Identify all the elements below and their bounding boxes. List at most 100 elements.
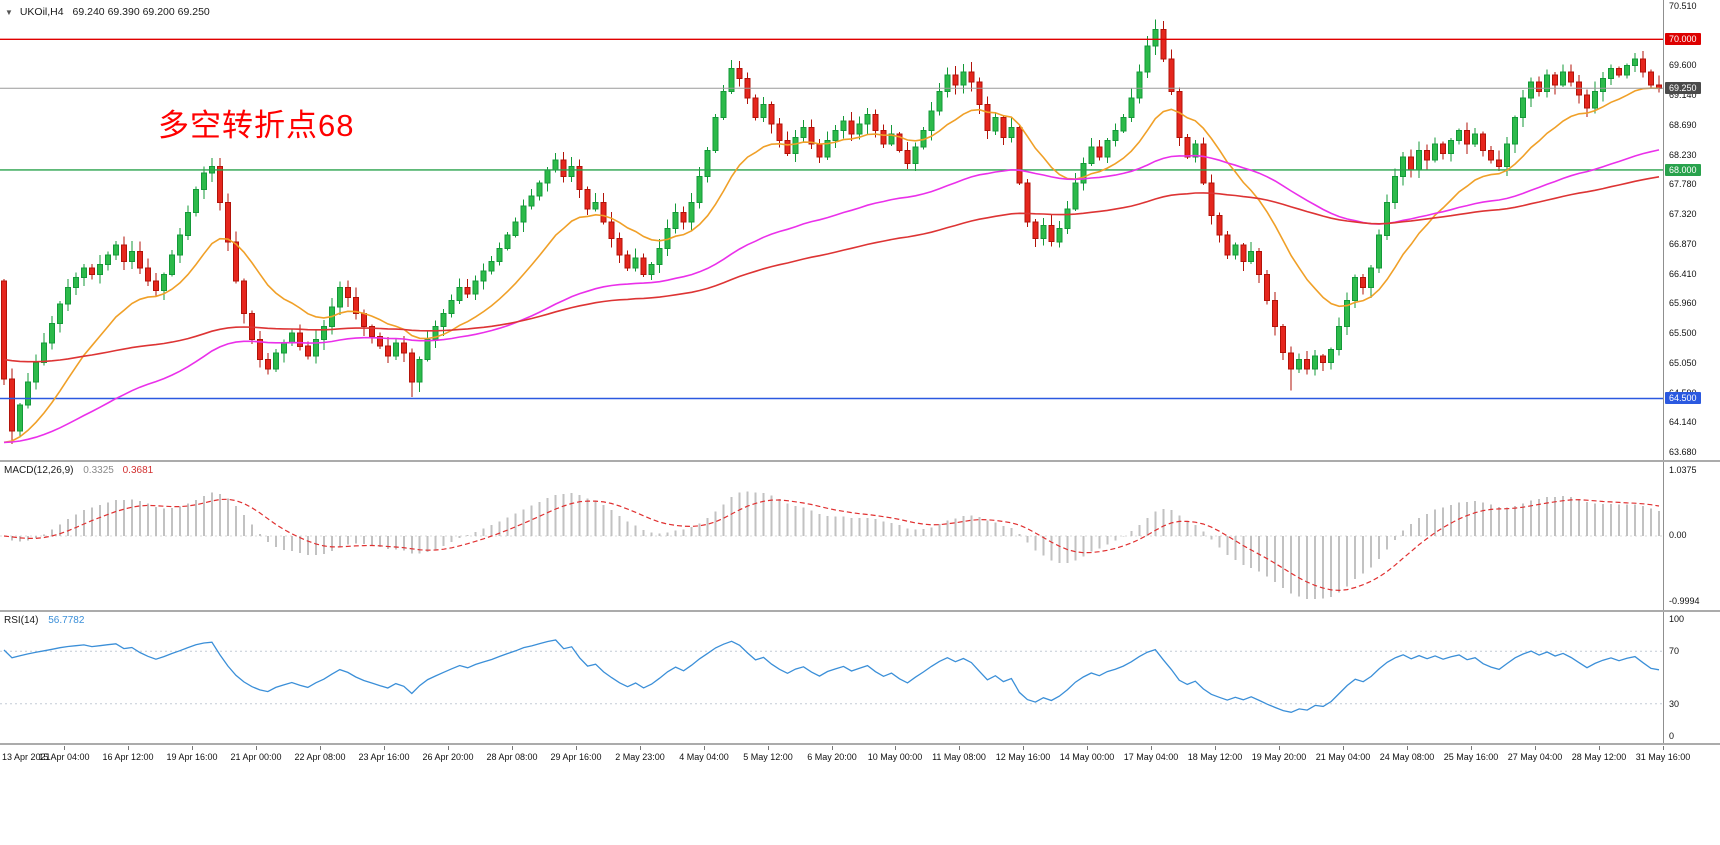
candle[interactable] bbox=[904, 141, 911, 170]
candle[interactable] bbox=[1656, 75, 1662, 93]
candle[interactable] bbox=[1416, 141, 1423, 179]
candle[interactable] bbox=[560, 151, 567, 183]
candle[interactable] bbox=[1200, 137, 1207, 185]
candle[interactable] bbox=[1248, 241, 1255, 264]
candle[interactable] bbox=[672, 203, 679, 234]
candle[interactable] bbox=[120, 236, 127, 271]
panel-separator[interactable] bbox=[0, 610, 1720, 612]
candle[interactable] bbox=[752, 94, 759, 121]
candle[interactable] bbox=[1048, 215, 1055, 247]
candle[interactable] bbox=[224, 193, 231, 251]
candle[interactable] bbox=[1448, 138, 1455, 162]
candle[interactable] bbox=[432, 320, 439, 349]
candle[interactable] bbox=[696, 167, 703, 209]
candle[interactable] bbox=[1168, 49, 1175, 96]
candle[interactable] bbox=[288, 328, 295, 347]
candle[interactable] bbox=[1376, 229, 1383, 274]
candle[interactable] bbox=[1296, 353, 1303, 374]
candle[interactable] bbox=[376, 332, 383, 349]
candle[interactable] bbox=[1432, 137, 1439, 163]
candle[interactable] bbox=[1440, 141, 1447, 160]
candle[interactable] bbox=[57, 301, 63, 333]
candle[interactable] bbox=[864, 108, 871, 135]
candles-layer[interactable] bbox=[1, 19, 1662, 445]
candle[interactable] bbox=[736, 60, 743, 87]
candle[interactable] bbox=[1384, 194, 1391, 240]
collapse-triangle-icon[interactable]: ▼ bbox=[5, 8, 13, 17]
candle[interactable] bbox=[1392, 168, 1399, 209]
rsi-chart-canvas[interactable] bbox=[0, 612, 1663, 743]
candle[interactable] bbox=[624, 250, 631, 271]
candle[interactable] bbox=[73, 272, 79, 295]
candle[interactable] bbox=[192, 186, 199, 217]
candle[interactable] bbox=[1016, 124, 1023, 186]
candle[interactable] bbox=[1176, 87, 1183, 147]
candle[interactable] bbox=[616, 232, 623, 264]
candle[interactable] bbox=[112, 240, 119, 260]
candle[interactable] bbox=[368, 324, 375, 344]
candle[interactable] bbox=[152, 273, 159, 297]
candle[interactable] bbox=[25, 372, 31, 409]
candle[interactable] bbox=[544, 167, 551, 192]
candle[interactable] bbox=[1240, 242, 1247, 271]
candle[interactable] bbox=[1456, 128, 1463, 145]
candle[interactable] bbox=[1232, 242, 1239, 260]
candle[interactable] bbox=[456, 278, 463, 304]
candle[interactable] bbox=[232, 231, 239, 284]
panel-separator[interactable] bbox=[0, 743, 1720, 745]
candle[interactable] bbox=[65, 279, 71, 311]
candle[interactable] bbox=[144, 258, 151, 286]
candle[interactable] bbox=[1080, 157, 1087, 191]
candle[interactable] bbox=[88, 263, 95, 280]
candle[interactable] bbox=[1648, 69, 1654, 89]
candle[interactable] bbox=[464, 279, 471, 298]
candle[interactable] bbox=[1368, 265, 1375, 298]
candle[interactable] bbox=[688, 193, 695, 231]
candle[interactable] bbox=[504, 231, 511, 251]
candle[interactable] bbox=[840, 115, 847, 139]
candle[interactable] bbox=[1600, 71, 1606, 102]
candle[interactable] bbox=[1400, 151, 1407, 186]
candle[interactable] bbox=[512, 217, 519, 238]
candle[interactable] bbox=[1008, 117, 1015, 143]
candle[interactable] bbox=[1424, 144, 1431, 170]
candle[interactable] bbox=[880, 124, 887, 149]
candle[interactable] bbox=[1544, 69, 1551, 98]
candle[interactable] bbox=[936, 82, 943, 116]
candle[interactable] bbox=[944, 67, 951, 98]
candle[interactable] bbox=[1360, 274, 1367, 295]
candle[interactable] bbox=[168, 250, 175, 277]
candle[interactable] bbox=[792, 130, 799, 162]
candle[interactable] bbox=[488, 256, 495, 275]
candle[interactable] bbox=[1056, 221, 1063, 248]
candle[interactable] bbox=[1488, 145, 1495, 164]
candle[interactable] bbox=[808, 119, 815, 150]
candle[interactable] bbox=[1576, 74, 1583, 104]
candle[interactable] bbox=[960, 64, 967, 94]
candle[interactable] bbox=[1032, 218, 1039, 248]
candle[interactable] bbox=[344, 280, 351, 307]
candle[interactable] bbox=[872, 109, 879, 138]
candle[interactable] bbox=[656, 239, 663, 273]
candle[interactable] bbox=[824, 131, 831, 161]
candle[interactable] bbox=[304, 341, 311, 360]
candle[interactable] bbox=[1336, 317, 1343, 356]
candle[interactable] bbox=[1152, 19, 1159, 56]
candle[interactable] bbox=[912, 142, 919, 172]
candle[interactable] bbox=[1024, 178, 1031, 227]
candle[interactable] bbox=[1216, 212, 1223, 243]
candle[interactable] bbox=[760, 97, 767, 123]
candle[interactable] bbox=[584, 186, 591, 215]
candle[interactable] bbox=[96, 255, 103, 284]
candle[interactable] bbox=[496, 242, 503, 266]
candle[interactable] bbox=[160, 272, 167, 300]
candle[interactable] bbox=[448, 294, 455, 318]
candle[interactable] bbox=[1616, 66, 1622, 78]
candle[interactable] bbox=[320, 320, 327, 350]
candle[interactable] bbox=[1208, 174, 1215, 225]
candle[interactable] bbox=[704, 147, 711, 183]
candle[interactable] bbox=[632, 248, 639, 272]
candle[interactable] bbox=[1312, 350, 1319, 376]
candle[interactable] bbox=[728, 60, 735, 94]
candle[interactable] bbox=[600, 193, 607, 225]
